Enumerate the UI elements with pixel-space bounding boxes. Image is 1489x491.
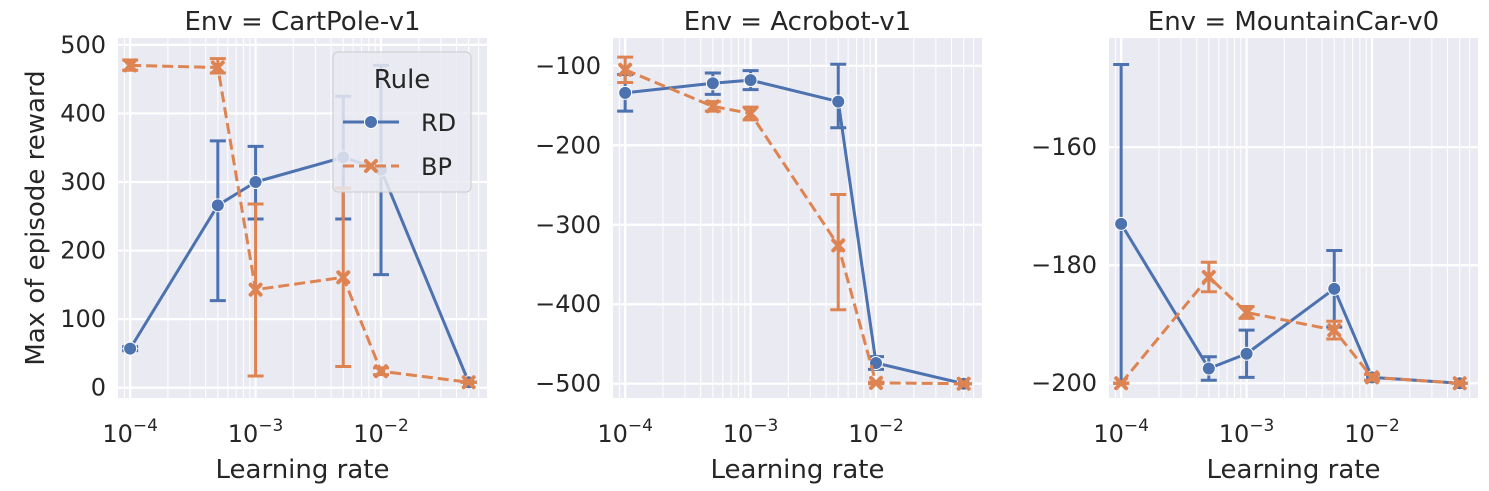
legend-marker [364,159,378,173]
series-line [624,78,965,386]
y-tick-label: −300 [535,211,601,239]
legend: Rule RD BP [332,51,472,193]
minor-gridlines [123,38,480,398]
data-point [1365,370,1379,385]
data-point [705,99,720,114]
plot-area [1109,38,1478,398]
series-bp [617,55,972,391]
y-tick-label: 100 [60,305,106,333]
data-point [210,60,225,75]
data-point [831,238,846,253]
legend-box [332,51,472,193]
data-point [743,73,758,88]
y-tick-label: 200 [60,237,106,265]
minor-gridlines [1114,38,1471,398]
data-point [248,282,263,297]
y-tick-label: −200 [1031,369,1097,397]
data-point [705,76,720,91]
series-line [624,68,964,386]
data-point [374,364,389,379]
x-tick-label: 10−3 [723,416,779,448]
plot-area [613,38,982,398]
chart-panel-1: 10−4 10−3 10−2 0 100 200 300 400 500 Env = CartPo… [21,7,487,485]
y-tick-label: −500 [535,370,601,398]
x-tick-label: 10−3 [1219,416,1275,448]
x-axis-label: Learning rate [1207,455,1381,485]
data-point [1201,361,1216,376]
legend-entry: RD [421,109,456,137]
x-tick-label: 10−3 [228,416,284,448]
series-line [130,63,469,384]
data-point [743,106,758,121]
x-tick-label: 10−4 [1093,416,1149,448]
data-point [123,58,138,73]
y-tick-label: −160 [1031,133,1097,161]
series-line [128,155,471,383]
chart-panel-2: 10−4 10−3 10−2 −100 −200 −300 −400 −500 Env = Ac… [535,7,982,485]
legend-title: Rule [374,65,431,95]
series-bp [122,57,477,390]
data-point [123,341,138,356]
data-point [336,270,351,285]
y-tick-label: −200 [535,131,601,159]
y-tick-label: 500 [60,31,106,59]
data-point [956,376,971,391]
y-tick-label: −100 [535,52,601,80]
data-point [618,85,633,100]
series-bp [1113,260,1468,391]
data-point [1114,216,1129,231]
x-tick-label: 10−4 [102,416,158,448]
series-line [1119,275,1460,385]
data-point [869,375,884,390]
data-point [210,198,225,213]
data-point [1201,270,1216,285]
x-tick-label: 10−2 [353,416,409,448]
y-tick-label: 0 [91,374,106,402]
minor-gridlines [618,38,975,398]
legend-entry: BP [421,153,452,181]
data-point [461,375,476,390]
data-point [1239,305,1254,320]
data-point [1239,346,1254,361]
data-point [1327,281,1342,296]
data-point [248,175,263,189]
series-rd [617,62,972,391]
legend-marker [364,115,378,129]
x-tick-label: 10−4 [597,416,653,448]
chart-title: Env = Acrobot-v1 [684,7,911,37]
x-tick-label: 10−2 [848,416,904,448]
data-point [1452,376,1467,391]
chart-title: Env = CartPole-v1 [184,7,420,37]
y-axis-label: Max of episode reward [21,70,51,365]
x-axis-label: Learning rate [711,455,885,485]
x-tick-label: 10−2 [1344,416,1400,448]
error-bar [209,139,226,303]
data-point [1114,376,1129,391]
error-bar [830,193,847,312]
data-point [1327,323,1342,338]
y-tick-label: 400 [60,99,106,127]
y-tick-label: −180 [1031,251,1097,279]
chart-title: Env = MountainCar-v0 [1148,7,1439,37]
data-point [831,94,846,109]
y-tick-label: 300 [60,168,106,196]
y-tick-label: −400 [535,290,601,318]
data-point [618,62,633,77]
x-axis-label: Learning rate [216,455,390,485]
chart-panel-3: 10−4 10−3 10−2 −160 −180 −200 Env = MountainCa… [1031,7,1478,485]
